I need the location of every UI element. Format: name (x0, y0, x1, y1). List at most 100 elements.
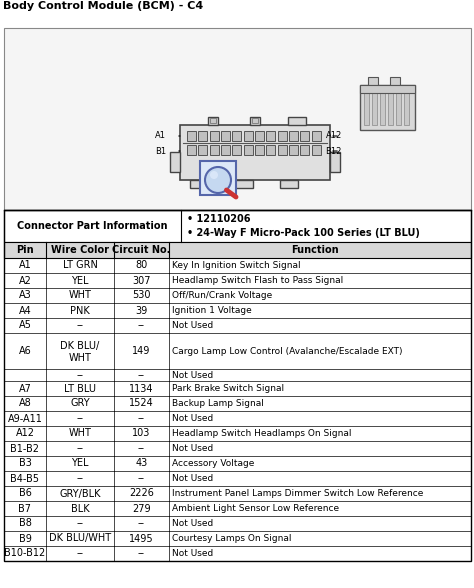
Text: --: -- (76, 370, 83, 380)
Bar (301, 131, 310, 141)
Bar (278, 145, 287, 155)
Text: Instrument Panel Lamps Dimmer Switch Low Reference: Instrument Panel Lamps Dimmer Switch Low… (172, 489, 423, 498)
Text: --: -- (138, 443, 145, 453)
Bar (232, 131, 241, 141)
Bar (244, 145, 253, 155)
Text: 1524: 1524 (129, 399, 154, 409)
Text: B8: B8 (18, 519, 31, 529)
Text: A4: A4 (18, 306, 31, 316)
Bar (221, 131, 230, 141)
Text: A3: A3 (18, 290, 31, 300)
Bar (4, 210, 471, 561)
Text: A12: A12 (326, 132, 342, 141)
Text: • 12110206: • 12110206 (187, 214, 250, 224)
Text: Body Control Module (BCM) - C4: Body Control Module (BCM) - C4 (3, 1, 203, 11)
Text: B3: B3 (18, 459, 31, 469)
Text: Key In Ignition Switch Signal: Key In Ignition Switch Signal (172, 261, 301, 270)
Bar (330, 152, 340, 172)
Text: DK BLU/WHT: DK BLU/WHT (49, 533, 111, 543)
Text: WHT: WHT (69, 429, 91, 439)
Text: • 24-Way F Micro-Pack 100 Series (LT BLU): • 24-Way F Micro-Pack 100 Series (LT BLU… (187, 228, 420, 238)
Bar (255, 131, 264, 141)
Bar (170, 152, 180, 172)
Bar (390, 77, 400, 85)
Bar (289, 145, 298, 155)
Bar (210, 118, 216, 123)
Bar (280, 180, 298, 188)
Text: WHT: WHT (69, 353, 91, 363)
Text: --: -- (76, 443, 83, 453)
Text: B9: B9 (18, 533, 31, 543)
Text: --: -- (76, 549, 83, 559)
Bar (368, 77, 378, 85)
Text: LT GRN: LT GRN (63, 260, 98, 270)
Bar (301, 145, 310, 155)
Text: Off/Run/Crank Voltage: Off/Run/Crank Voltage (172, 291, 272, 300)
Bar (244, 131, 253, 141)
Text: B6: B6 (18, 489, 31, 499)
Bar (252, 118, 258, 123)
Bar (232, 145, 241, 155)
Text: --: -- (138, 413, 145, 423)
Bar (360, 85, 415, 93)
Bar (200, 161, 236, 195)
Bar (380, 90, 385, 125)
Bar (364, 90, 369, 125)
Text: Not Used: Not Used (172, 321, 213, 330)
Text: 43: 43 (136, 459, 147, 469)
Bar (396, 90, 401, 125)
Text: --: -- (138, 519, 145, 529)
Text: Wire Color: Wire Color (51, 245, 109, 255)
Text: 279: 279 (132, 503, 151, 513)
Text: Pin: Pin (16, 245, 34, 255)
Text: Park Brake Switch Signal: Park Brake Switch Signal (172, 384, 284, 393)
Text: Not Used: Not Used (172, 519, 213, 528)
Text: YEL: YEL (71, 276, 89, 286)
Text: GRY: GRY (70, 399, 90, 409)
Text: --: -- (76, 320, 83, 330)
Text: PNK: PNK (70, 306, 90, 316)
Text: A8: A8 (18, 399, 31, 409)
Text: 2226: 2226 (129, 489, 154, 499)
Bar (4, 28, 471, 210)
Bar (288, 117, 306, 125)
Text: Courtesy Lamps On Signal: Courtesy Lamps On Signal (172, 534, 292, 543)
Text: 307: 307 (132, 276, 151, 286)
Text: --: -- (138, 473, 145, 483)
Text: Backup Lamp Signal: Backup Lamp Signal (172, 399, 264, 408)
Text: A7: A7 (18, 383, 31, 393)
Text: --: -- (138, 320, 145, 330)
Text: Headlamp Switch Headlamps On Signal: Headlamp Switch Headlamps On Signal (172, 429, 352, 438)
Text: Cargo Lamp Low Control (Avalanche/Escalade EXT): Cargo Lamp Low Control (Avalanche/Escala… (172, 346, 402, 356)
Text: B1: B1 (155, 146, 166, 155)
Text: Circuit No.: Circuit No. (112, 245, 171, 255)
Text: A6: A6 (18, 346, 31, 356)
Text: 103: 103 (132, 429, 151, 439)
Bar (278, 131, 287, 141)
Text: 530: 530 (132, 290, 151, 300)
Bar (404, 90, 409, 125)
Text: A5: A5 (18, 320, 31, 330)
Text: 39: 39 (136, 306, 147, 316)
Bar (190, 180, 208, 188)
Text: Not Used: Not Used (172, 474, 213, 483)
Bar (198, 131, 207, 141)
Bar (266, 145, 275, 155)
Bar (266, 131, 275, 141)
Bar (250, 117, 260, 125)
Text: A2: A2 (18, 276, 31, 286)
Text: B7: B7 (18, 503, 31, 513)
Text: BLK: BLK (71, 503, 89, 513)
Text: Not Used: Not Used (172, 370, 213, 379)
Text: Not Used: Not Used (172, 549, 213, 558)
Bar (4, 210, 471, 242)
Text: A12: A12 (16, 429, 35, 439)
Bar (4, 242, 471, 258)
Bar (210, 131, 219, 141)
Text: Ambient Light Sensor Low Reference: Ambient Light Sensor Low Reference (172, 504, 339, 513)
Circle shape (210, 171, 218, 179)
Text: Function: Function (291, 245, 339, 255)
Text: B10-B12: B10-B12 (4, 549, 46, 559)
Text: Not Used: Not Used (172, 444, 213, 453)
Text: --: -- (138, 370, 145, 380)
